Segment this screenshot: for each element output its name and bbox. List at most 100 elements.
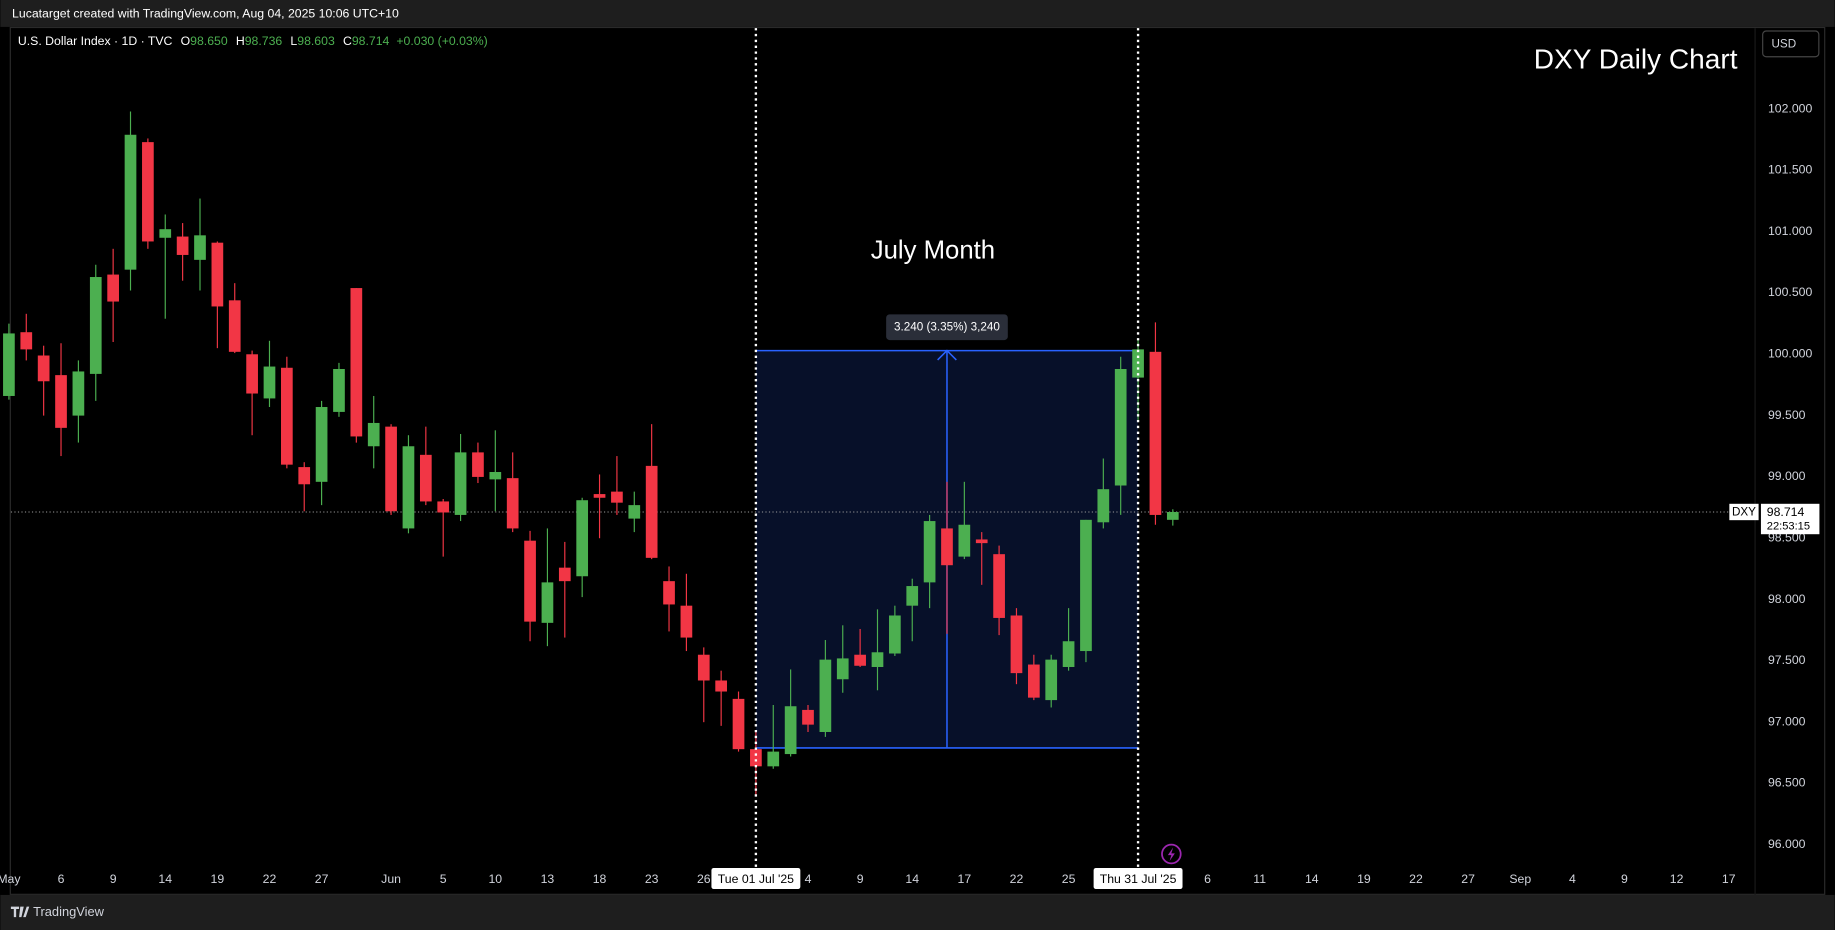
legend-key: C xyxy=(343,34,352,48)
candle-body xyxy=(211,242,224,307)
legend-value: 98.714 xyxy=(352,34,390,48)
candle-body xyxy=(472,452,484,477)
candle-body xyxy=(489,472,502,480)
x-tick-label: 23 xyxy=(645,872,659,886)
x-tick-label: 27 xyxy=(1461,872,1475,886)
candle-body xyxy=(889,615,901,654)
y-tick-label: 99.000 xyxy=(1768,469,1806,483)
candle-body xyxy=(645,465,658,558)
date-marker-box xyxy=(1093,868,1183,890)
annotation: July Month xyxy=(871,236,995,264)
header-bar xyxy=(0,0,1835,27)
x-tick-label: 25 xyxy=(1062,872,1076,886)
x-tick-label: 14 xyxy=(1305,872,1319,886)
footer-bar xyxy=(0,894,1835,930)
legend-value: 98.736 xyxy=(245,34,283,48)
y-tick-label: 101.500 xyxy=(1768,163,1813,177)
candle-body xyxy=(107,274,119,302)
candle-body xyxy=(784,706,797,755)
candle-body xyxy=(923,521,936,583)
x-tick-label: 19 xyxy=(1357,872,1371,886)
candle-body xyxy=(89,277,102,374)
logo-icon xyxy=(10,906,30,918)
chart-frame xyxy=(9,26,1826,895)
x-tick-label: 10 xyxy=(488,872,502,886)
alert-icon[interactable] xyxy=(1161,843,1182,865)
candle-body xyxy=(159,229,172,238)
symbol-tag: DXY xyxy=(1732,506,1756,519)
currency-label[interactable]: USD xyxy=(1771,38,1796,51)
symbol-tag-box xyxy=(1729,503,1759,521)
x-tick-label: 4 xyxy=(805,872,812,886)
legend-key: L xyxy=(290,34,297,48)
y-tick-label: 99.500 xyxy=(1768,408,1806,422)
legend-value: 98.603 xyxy=(297,34,335,48)
candle-body xyxy=(558,567,571,582)
y-tick-label: 100.500 xyxy=(1768,285,1813,299)
candle-body xyxy=(3,333,15,396)
x-tick-label: 9 xyxy=(1621,872,1628,886)
candle-body xyxy=(367,422,380,447)
candle-body xyxy=(437,501,450,513)
currency-button-frame[interactable] xyxy=(1762,30,1820,58)
candle-body xyxy=(854,654,866,666)
candle-body xyxy=(333,368,345,412)
measure-label-box xyxy=(886,314,1008,341)
alert-icon-ring[interactable] xyxy=(1161,843,1182,865)
candle-body xyxy=(142,142,154,242)
date-marker-box xyxy=(711,868,801,890)
x-tick-label: Tue 01 Jul '25 xyxy=(718,872,794,886)
candle-body xyxy=(315,407,328,482)
candle-body xyxy=(628,505,641,519)
candle-body xyxy=(750,749,762,767)
y-tick-label: 96.500 xyxy=(1768,776,1806,790)
candle-body xyxy=(228,300,241,352)
x-tick-label: 14 xyxy=(158,872,172,886)
candle-body xyxy=(124,134,137,270)
legend-key: H xyxy=(236,34,245,48)
candle-body xyxy=(1149,351,1162,515)
candle-body xyxy=(941,528,953,566)
x-tick-label: 9 xyxy=(857,872,864,886)
candle-body xyxy=(524,540,536,622)
y-tick-label: 97.000 xyxy=(1768,714,1806,728)
candle-body xyxy=(37,355,50,382)
x-tick-label: 22 xyxy=(263,872,277,886)
x-tick-label: 9 xyxy=(110,872,117,886)
x-tick-label: 17 xyxy=(1722,872,1736,886)
y-tick-label: 96.000 xyxy=(1768,837,1806,851)
x-tick-label: 27 xyxy=(315,872,329,886)
candle-body xyxy=(454,452,467,515)
candle-body xyxy=(20,332,33,350)
x-tick-label: 26 xyxy=(697,872,711,886)
candle-body xyxy=(419,454,432,502)
legend: U.S. Dollar Index · 1D · TVC O98.650 H98.7… xyxy=(18,34,488,48)
candle-body xyxy=(663,581,675,605)
alert-icon-bolt[interactable] xyxy=(1167,847,1175,861)
footer-brand: TradingView xyxy=(33,904,104,919)
x-tick-label: 22 xyxy=(1010,872,1024,886)
candle-body xyxy=(1045,659,1058,701)
candle-body xyxy=(55,375,67,428)
candle-body xyxy=(506,478,519,529)
candle-body xyxy=(958,524,971,557)
candle-body xyxy=(697,654,710,681)
candle-body xyxy=(576,500,589,577)
x-tick-label: Sep xyxy=(1509,872,1531,886)
x-tick-label: May xyxy=(0,872,21,886)
x-tick-label: 6 xyxy=(1204,872,1211,886)
footer-logo: TradingView xyxy=(10,904,105,919)
y-tick-label: 98.000 xyxy=(1768,592,1806,606)
candle-body xyxy=(1166,511,1179,520)
candle-body xyxy=(1027,664,1040,698)
x-tick-label: 5 xyxy=(440,872,447,886)
currency-button[interactable]: USD xyxy=(1762,30,1820,58)
measure-arrowhead xyxy=(937,349,957,361)
candle-body xyxy=(819,659,832,732)
candle-body xyxy=(194,235,206,260)
x-tick-label: Jun xyxy=(381,872,401,886)
candle-body xyxy=(975,539,988,544)
